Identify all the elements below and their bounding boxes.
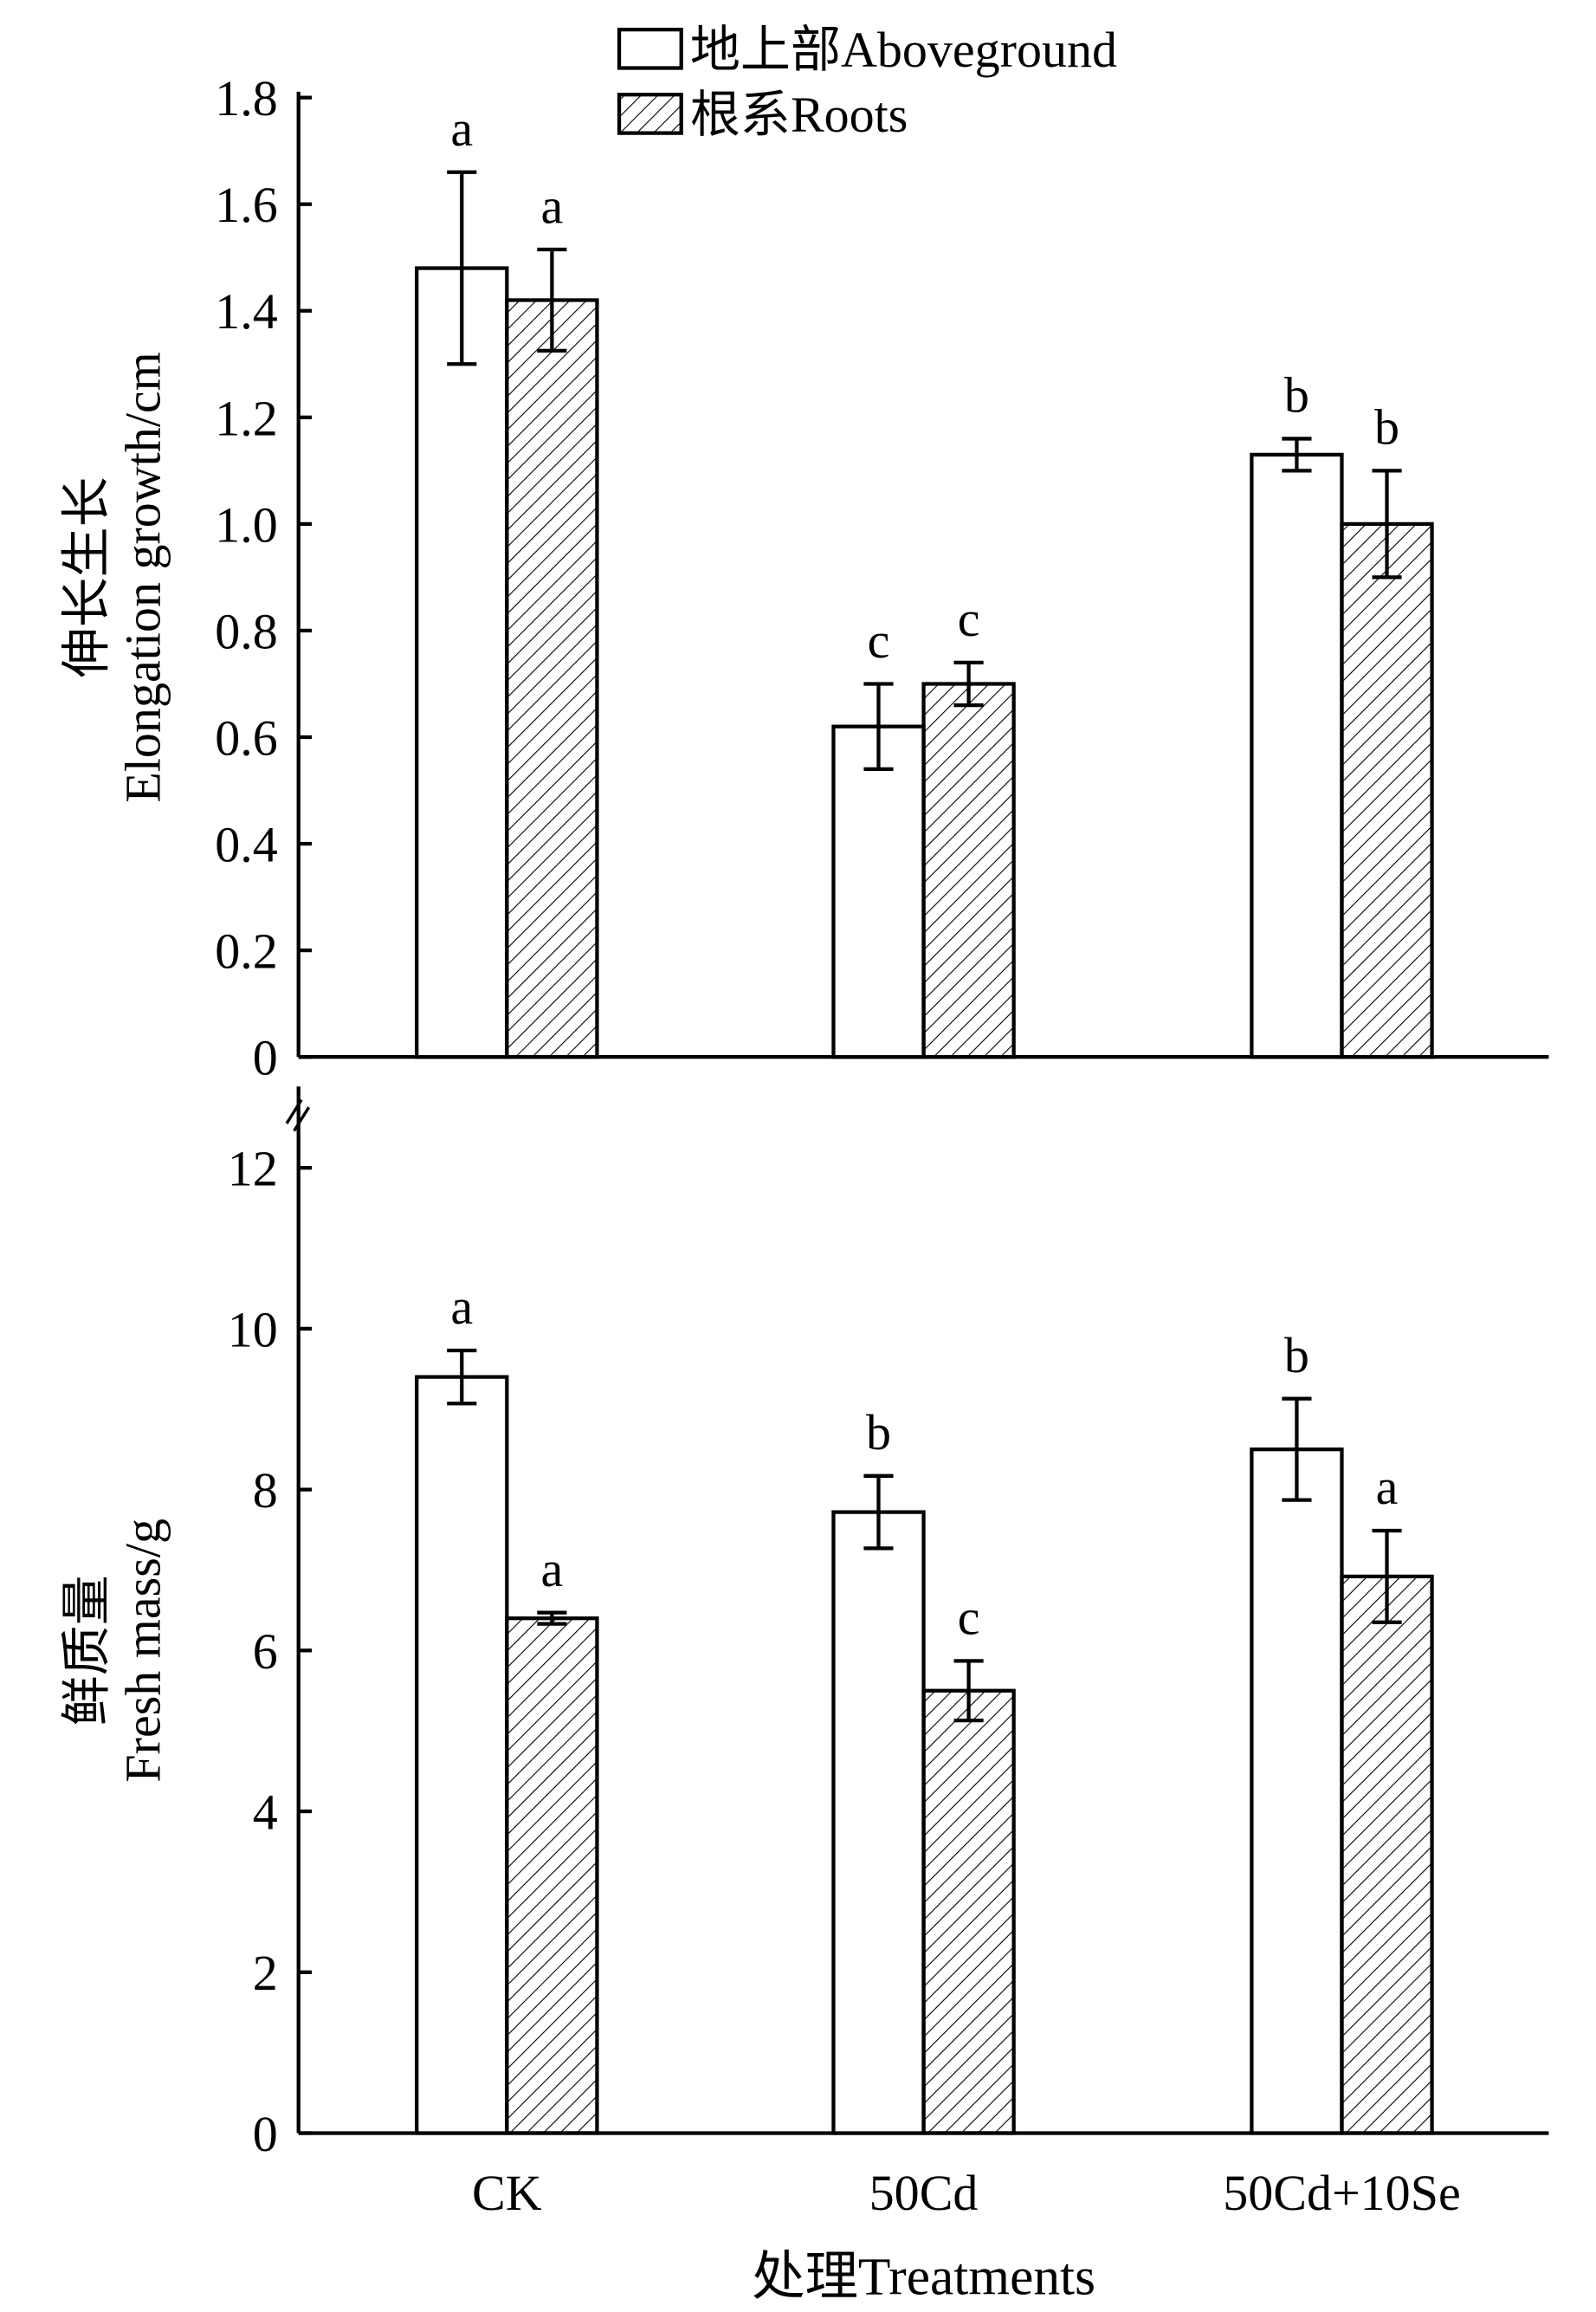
error-bar — [863, 682, 894, 772]
significance-letter: a — [450, 1279, 473, 1335]
panel-elongation: 0 0.2 0.4 0.6 0.8 1.0 1.2 1.4 1.6 1.8 伸长生长 Elongati… — [58, 70, 1549, 1086]
error-bar — [863, 1473, 894, 1551]
error-bar — [447, 170, 477, 366]
bar-roots — [505, 298, 599, 1059]
y-tick-label: 0 — [253, 1030, 278, 1086]
error-bar — [953, 1659, 984, 1723]
legend-label-roots: 根系Roots — [690, 87, 908, 143]
y-tick-label: 10 — [228, 1301, 278, 1357]
y-tick-label: 0.2 — [215, 923, 278, 980]
bar-aboveground — [831, 724, 926, 1059]
bar-aboveground — [831, 1510, 926, 2135]
bar-roots — [1340, 521, 1434, 1059]
x-tick-label: 50Cd+10Se — [1223, 2165, 1460, 2221]
significance-letter: c — [868, 612, 890, 669]
error-bar — [1372, 469, 1402, 580]
y-tick-label: 6 — [253, 1623, 278, 1680]
y-tick-label: 2 — [253, 1945, 278, 2001]
bar-aboveground — [415, 1375, 509, 2135]
significance-letter: c — [958, 1590, 980, 1646]
significance-letter: c — [958, 591, 980, 647]
significance-letter: a — [540, 178, 563, 234]
y-axis-title-cn: 鲜质量 — [58, 1575, 114, 1726]
bar-roots — [921, 682, 1016, 1059]
y-tick-label: 4 — [253, 1784, 278, 1841]
error-bar — [1372, 1528, 1402, 1624]
y-tick-label: 1.8 — [215, 70, 278, 126]
legend-label-aboveground: 地上部Aboveground — [690, 22, 1117, 78]
y-axis-title: Elongation growth/cm — [114, 352, 171, 802]
significance-letter: b — [866, 1404, 891, 1460]
bar-aboveground — [415, 266, 509, 1059]
error-bar — [537, 247, 567, 353]
error-bar — [1282, 437, 1312, 473]
error-bar — [1282, 1396, 1312, 1502]
y-tick-label: 0.6 — [215, 709, 278, 766]
legend-swatch-aboveground — [617, 28, 683, 70]
y-tick-label: 0.4 — [215, 817, 278, 873]
y-tick-label: 1.4 — [215, 283, 278, 340]
y-tick-label: 1.2 — [215, 390, 278, 446]
axis-break-marks — [285, 1098, 311, 1132]
error-bar — [953, 660, 984, 708]
significance-letter: a — [450, 100, 473, 157]
significance-letter: b — [1284, 1327, 1309, 1383]
significance-letter: a — [1376, 1459, 1399, 1515]
y-tick-label: 1.6 — [215, 177, 278, 233]
legend-swatch-roots — [617, 93, 683, 135]
bar-roots — [505, 1616, 599, 2135]
significance-letter: b — [1374, 399, 1399, 456]
error-bar — [447, 1348, 477, 1406]
y-tick-label: 1.0 — [215, 496, 278, 553]
error-bar — [537, 1610, 567, 1626]
bar-roots — [921, 1688, 1016, 2135]
y-tick-label: 0 — [253, 2106, 278, 2162]
significance-letter: a — [540, 1541, 563, 1597]
y-tick-label: 8 — [253, 1462, 278, 1519]
y-tick-label: 0.8 — [215, 603, 278, 659]
significance-letter: b — [1284, 367, 1309, 424]
y-axis-title: Fresh mass/g — [114, 1519, 171, 1783]
panel-fresh-mass: 0 2 4 6 8 10 12 鲜质量 Fresh mass/g a b b a c a CK 50Cd 50Cd… — [58, 1086, 1549, 2221]
x-tick-label: CK — [472, 2165, 542, 2221]
bar-aboveground — [1250, 452, 1344, 1059]
bar-roots — [1340, 1574, 1434, 2135]
y-tick-label: 12 — [228, 1141, 278, 1197]
y-axis-title-cn: 伸长生长 — [58, 476, 114, 677]
x-axis-title: 处理Treatments — [752, 2247, 1095, 2306]
bar-aboveground — [1250, 1447, 1344, 2135]
legend: 地上部Aboveground 根系Roots — [617, 22, 1117, 143]
x-tick-label: 50Cd — [869, 2165, 979, 2221]
